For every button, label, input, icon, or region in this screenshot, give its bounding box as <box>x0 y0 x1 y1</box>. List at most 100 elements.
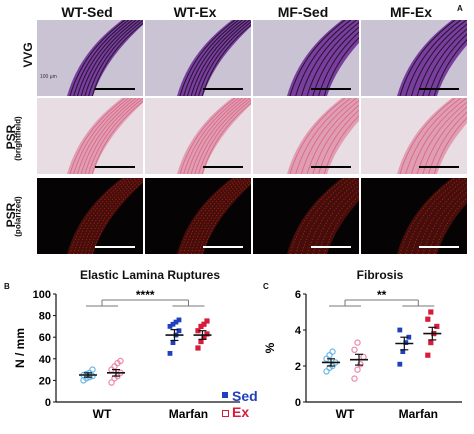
data-point <box>351 375 358 382</box>
tissue-psr-2 <box>177 98 251 174</box>
y-tick-label: 6 <box>295 289 301 301</box>
x-tick-label: WT <box>336 407 355 421</box>
y-tick-label: 0 <box>295 397 301 409</box>
legend-ex-swatch <box>222 410 229 417</box>
y-tick-label: 100 <box>33 289 51 301</box>
tile-vvg-2 <box>145 20 251 96</box>
data-point <box>360 353 367 361</box>
x-tick-label: Marfan <box>399 407 438 421</box>
tile-vvg-1 <box>37 20 143 96</box>
x-tick-label: Marfan <box>169 407 208 421</box>
scale-bar <box>311 246 351 248</box>
scale-bar <box>311 88 351 90</box>
data-point <box>354 366 361 373</box>
chart-c-title: Fibrosis <box>356 268 404 282</box>
data-point <box>425 352 431 358</box>
data-point <box>108 379 115 386</box>
tissue-vvg-1 <box>67 20 143 96</box>
scale-bar <box>419 88 459 90</box>
y-tick-label: 0 <box>45 397 51 409</box>
data-point <box>428 309 434 315</box>
tissue-vvg-2 <box>177 20 251 96</box>
tile-pol-4 <box>361 178 467 254</box>
data-point <box>329 348 336 355</box>
row-header-psr-polarized: PSR (polarized) <box>2 178 38 258</box>
tissue-pol-3 <box>287 178 359 254</box>
y-tick-label: 4 <box>295 325 302 337</box>
data-point <box>425 316 431 322</box>
data-point <box>400 349 406 354</box>
y-tick-label: 80 <box>39 311 51 323</box>
tissue-psr-4 <box>397 98 467 174</box>
scale-bar <box>419 166 459 168</box>
row-header-polarized-sub: (polarized) <box>13 196 23 237</box>
tissue-psr-3 <box>287 98 359 174</box>
scale-bar <box>95 246 135 248</box>
chart-b-title: Elastic Lamina Ruptures <box>79 268 221 282</box>
data-point <box>397 327 403 333</box>
tissue-pol-2 <box>177 178 251 254</box>
tile-vvg-3 <box>253 20 359 96</box>
data-point <box>403 340 409 345</box>
data-point <box>176 328 182 334</box>
data-point <box>198 323 204 329</box>
tile-psr-4 <box>361 98 467 174</box>
data-point <box>201 334 207 340</box>
tissue-pol-1 <box>67 178 143 254</box>
scale-bar <box>95 166 135 168</box>
significance-label: ** <box>377 288 387 302</box>
y-tick-label: 40 <box>39 354 51 366</box>
data-point <box>204 331 210 337</box>
data-point <box>195 328 201 334</box>
col-header-wt-ex: WT-Ex <box>173 4 217 20</box>
y-axis-label: N / mm <box>13 328 27 368</box>
y-tick-label: 2 <box>295 361 301 373</box>
tissue-pol-4 <box>397 178 467 254</box>
data-point <box>201 321 207 327</box>
data-point <box>117 357 124 365</box>
scale-bar <box>95 88 135 90</box>
scale-bar <box>203 88 243 90</box>
data-point <box>434 323 440 329</box>
data-point <box>167 351 173 356</box>
data-point <box>176 317 182 323</box>
legend-sed-label: Sed <box>232 388 258 404</box>
tissue-psr-1 <box>67 98 143 174</box>
legend-ex-label: Ex <box>232 404 250 420</box>
data-point <box>351 346 358 354</box>
row-header-psr-brightfield: PSR (brightfield) <box>2 100 38 180</box>
chart-c: 0 2 4 6% WT Marfan ** <box>263 288 462 421</box>
scale-text: 100 µm <box>40 74 57 80</box>
y-axis-label: % <box>263 342 277 353</box>
panel-c-letter: C <box>263 282 269 291</box>
data-point <box>198 338 204 345</box>
row-header-brightfield-sub: (brightfield) <box>13 116 23 161</box>
tile-pol-3 <box>253 178 359 254</box>
data-point <box>204 318 210 324</box>
data-point <box>195 345 201 351</box>
tile-pol-2 <box>145 178 251 254</box>
data-point <box>167 324 173 329</box>
tissue-vvg-3 <box>287 20 359 96</box>
tissue-vvg-4 <box>397 20 467 96</box>
legend: Sed Ex <box>218 388 274 430</box>
y-tick-label: 20 <box>39 375 51 387</box>
data-point <box>397 361 403 367</box>
panel-b-letter: B <box>4 282 10 291</box>
data-point <box>428 340 434 346</box>
tile-psr-2 <box>145 98 251 174</box>
scale-bar <box>311 166 351 168</box>
data-point <box>89 366 96 373</box>
data-point <box>354 339 361 346</box>
x-tick-label: WT <box>93 407 112 421</box>
data-point <box>111 363 118 370</box>
scale-bar <box>203 166 243 168</box>
col-header-wt-sed: WT-Sed <box>61 4 113 20</box>
data-point <box>357 360 364 368</box>
scale-bar <box>419 246 459 248</box>
data-point <box>83 370 90 378</box>
scale-bar <box>203 246 243 248</box>
col-header-mf-sed: MF-Sed <box>277 4 329 20</box>
col-header-mf-ex: MF-Ex <box>390 4 432 20</box>
y-tick-label: 60 <box>39 332 51 344</box>
